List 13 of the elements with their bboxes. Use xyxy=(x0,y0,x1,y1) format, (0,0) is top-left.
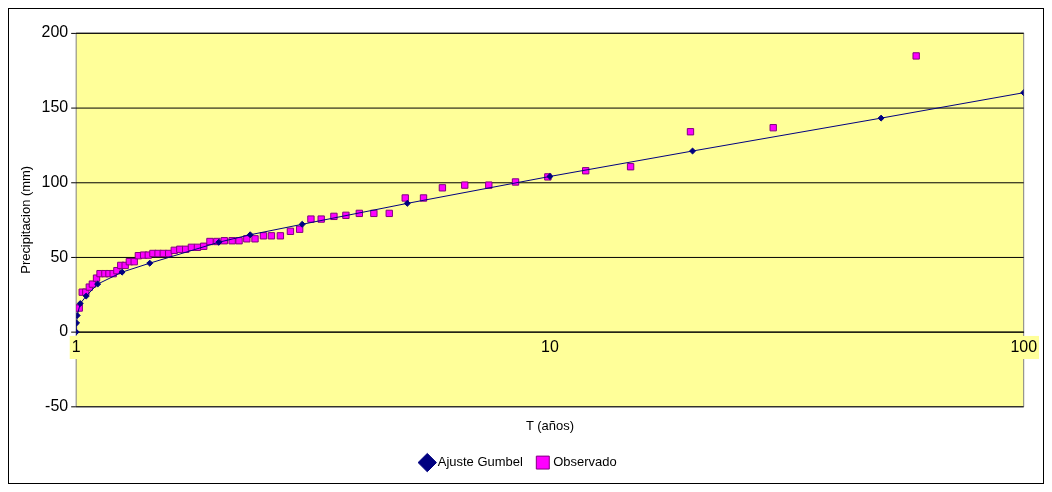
x-axis-title: T (años) xyxy=(525,418,574,433)
y-tick-label: -50 xyxy=(45,397,69,415)
y-axis-title: Precipitacion (mm) xyxy=(18,165,34,274)
legend-label: Observado xyxy=(553,454,617,470)
y-tick-label: 100 xyxy=(41,172,69,190)
legend-label: Ajuste Gumbel xyxy=(437,454,523,470)
y-tick-label: 200 xyxy=(41,23,69,41)
x-tick-label: 10 xyxy=(541,337,559,355)
y-tick-label: 150 xyxy=(41,98,69,116)
y-tick-label: 0 xyxy=(59,322,69,340)
x-tick-label: 100 xyxy=(1010,337,1038,355)
x-tick-label: 1 xyxy=(71,337,81,355)
y-tick-label: 50 xyxy=(50,247,69,265)
